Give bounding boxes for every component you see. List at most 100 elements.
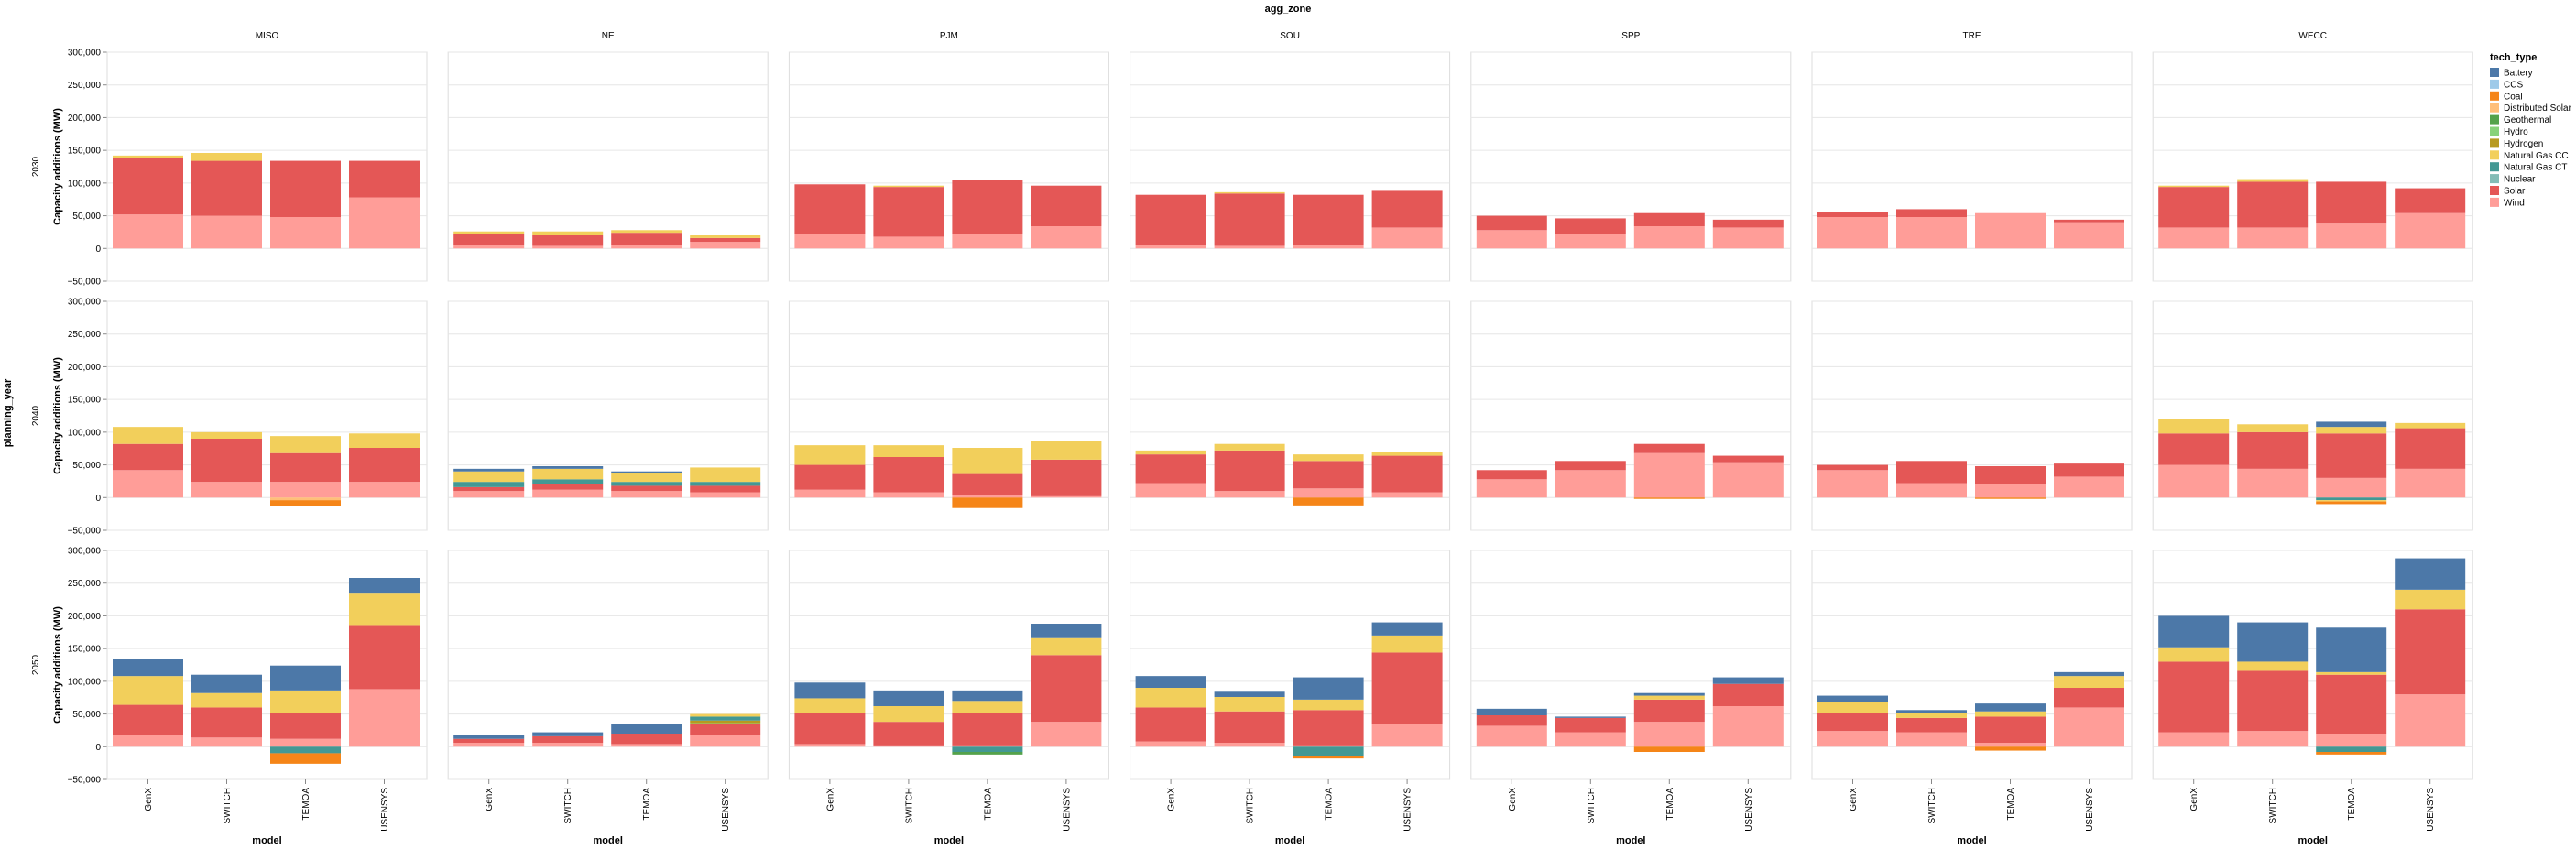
bar-segment-wind [270,217,341,249]
bar-segment-solar [2054,688,2124,708]
legend-swatch [2490,150,2499,160]
x-tick-label: USENSYS [721,788,731,832]
legend-swatch [2490,186,2499,195]
y-tick-label: −50,000 [68,278,102,288]
facet-grid: Capacity additions (MW) 2030 −50,000 0 50,00… [31,31,2473,846]
bar-segment-solar [191,160,262,216]
bar-segment-solar [453,738,525,743]
bar-segment-natural-gas-ct [952,746,1023,752]
bar-segment-natural-gas-cc [1817,702,1888,713]
bar-segment-wind [1476,479,1547,498]
x-tick-label: GenX [825,788,835,811]
bar-segment-wind [873,236,944,249]
bar-segment-wind [2395,694,2466,747]
bar-segment-wind [1293,245,1364,249]
legend-label: Battery [2504,69,2533,79]
bar-segment-wind [2316,223,2387,249]
x-tick-label: SWITCH [1246,788,1256,823]
bar-segment-wind [611,744,682,747]
bar-segment-battery [532,732,604,736]
bar-segment-natural-gas-cc [2158,647,2230,662]
y-tick-label: 200,000 [68,114,102,124]
bar-segment-battery [1555,716,1626,718]
bar-segment-wind [2316,734,2387,747]
bar-segment-natural-gas-ct [690,482,761,486]
bar-segment-natural-gas-ct [690,716,761,721]
x-tick-label: SWITCH [1927,788,1937,823]
bar-segment-solar [2054,219,2124,223]
bar-segment-wind [113,214,183,249]
bar-segment-battery [270,665,341,691]
legend-label: Natural Gas CT [2504,163,2567,173]
bar-segment-solar [1031,655,1102,723]
bar-segment-wind [1135,741,1206,747]
y-tick-label: 250,000 [68,579,102,589]
x-axis-title: model [934,835,964,846]
x-tick-label: GenX [1167,788,1177,811]
bar-segment-solar [690,237,761,243]
bar-segment-solar [1633,699,1705,723]
column-zone-label: MISO [256,31,279,41]
bar-segment-solar [1476,470,1547,480]
bar-segment-natural-gas-cc [532,468,604,480]
legend-swatch [2490,79,2499,89]
bar-segment-natural-gas-cc [1371,452,1443,456]
bar-segment-solar [2237,431,2309,469]
bar-segment-battery [453,468,525,472]
bar-segment-natural-gas-cc [794,698,866,713]
y-tick-label: 150,000 [68,147,102,157]
legend-label: Natural Gas CC [2504,151,2569,161]
x-tick-label: GenX [485,788,495,811]
x-tick-label: SWITCH [223,788,233,823]
bar-segment-battery [794,682,866,699]
bar-segment-natural-gas-cc [532,231,604,235]
bar-segment-solar [952,180,1023,234]
x-tick-label: USENSYS [380,788,390,832]
bar-segment-natural-gas-cc [873,185,944,188]
bar-segment-solar [1555,717,1626,733]
bar-segment-wind [1214,491,1285,498]
bar-segment-solar [191,439,262,483]
bar-segment-natural-gas-cc [690,713,761,717]
x-axis-title: model [593,835,622,846]
y-tick-label: 100,000 [68,677,102,687]
bar-segment-wind [191,215,262,249]
legend-label: Nuclear [2504,175,2536,185]
bar-segment-battery [1135,676,1206,688]
bar-segment-wind [1555,470,1626,498]
bar-segment-wind [532,743,604,747]
bar-segment-solar [1896,717,1967,733]
bar-segment-solar [1135,707,1206,742]
bar-segment-solar [690,485,761,493]
chart-title: agg_zone [1265,4,1312,15]
bar-segment-natural-gas-cc [794,445,866,465]
bar-segment-natural-gas-cc [1031,441,1102,460]
legend-label: CCS [2504,80,2523,90]
x-tick-label: USENSYS [2426,788,2436,832]
x-tick-label: USENSYS [1744,788,1754,832]
bar-segment-wind [270,482,341,498]
bar-segment-natural-gas-cc [611,473,682,483]
bar-segment-coal [1975,746,2046,751]
column-zone-label: WECC [2298,31,2327,41]
bar-segment-geothermal [952,752,1023,755]
bar-segment-wind [191,482,262,498]
bar-segment-natural-gas-cc [2158,185,2230,188]
bar-segment-wind [1817,731,1888,747]
x-tick-label: USENSYS [2085,788,2095,832]
x-tick-label: TEMOA [642,788,652,821]
bar-segment-natural-gas-cc [2054,676,2124,688]
bar-segment-natural-gas-ct [532,479,604,484]
bar-segment-solar [1135,194,1206,245]
x-axis-title: model [1616,835,1645,846]
y-tick-label: 200,000 [68,612,102,622]
y-tick-label: 0 [95,245,101,255]
bar-segment-wind [1031,226,1102,249]
bar-segment-natural-gas-cc [1214,191,1285,194]
legend-swatch [2490,68,2499,77]
bar-segment-solar [1712,683,1784,706]
bar-segment-natural-gas-ct [611,482,682,486]
bar-segment-battery [1476,708,1547,715]
bar-segment-solar [1214,711,1285,743]
